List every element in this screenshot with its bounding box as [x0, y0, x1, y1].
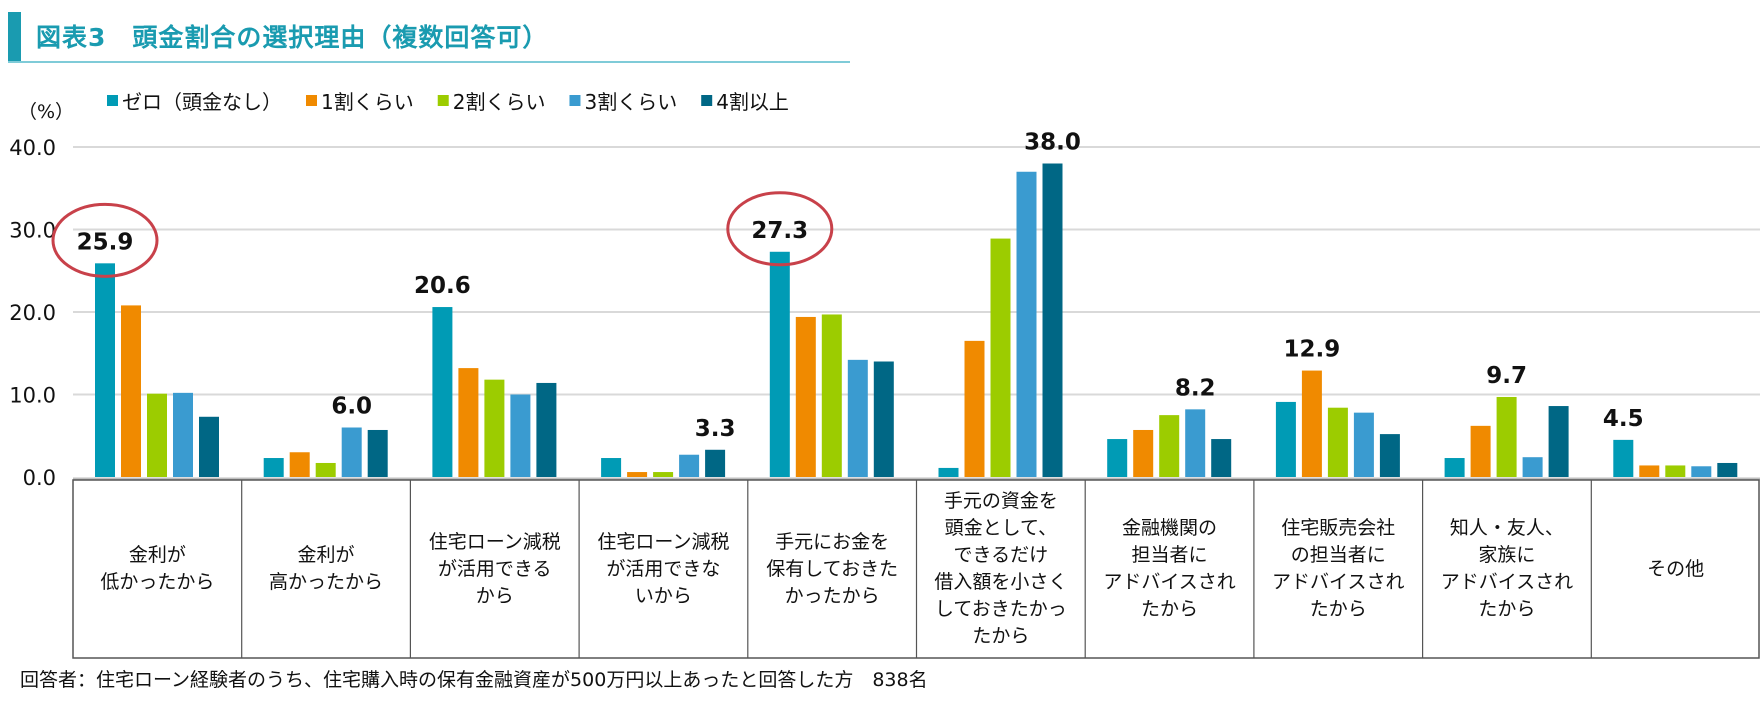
bar — [653, 472, 674, 477]
category-label: その他 — [1647, 557, 1705, 580]
bar — [1275, 401, 1296, 477]
bar — [1717, 462, 1738, 477]
data-label: 8.2 — [1175, 375, 1216, 401]
bar — [1107, 439, 1128, 477]
bar — [1379, 434, 1400, 477]
legend-label: 2割くらい — [453, 90, 546, 114]
y-tick-label: 40.0 — [9, 136, 56, 160]
bar — [627, 472, 648, 477]
data-label: 20.6 — [414, 273, 471, 299]
bar — [1133, 429, 1154, 477]
bar — [769, 251, 790, 477]
y-axis-label: （%） — [18, 101, 74, 123]
bar — [147, 393, 167, 477]
bar — [1016, 171, 1037, 477]
y-tick-label: 10.0 — [9, 384, 56, 408]
legend-swatch — [437, 95, 449, 106]
bar — [1185, 409, 1206, 477]
data-label: 3.3 — [695, 416, 736, 442]
bar — [510, 394, 531, 477]
footnote: 回答者：住宅ローン経験者のうち、住宅購入時の保有金融資産が500万円以上あったと… — [20, 669, 928, 691]
legend-swatch — [701, 95, 713, 106]
bar — [289, 452, 310, 477]
legend-swatch — [569, 95, 581, 106]
page-title: 図表3 頭金割合の選択理由（複数回答可） — [36, 23, 549, 52]
bar — [1353, 412, 1374, 477]
legend-label: 4割以上 — [716, 90, 789, 114]
bar — [1470, 425, 1491, 477]
data-label: 12.9 — [1284, 337, 1341, 363]
bar — [1444, 458, 1465, 477]
bar — [173, 392, 193, 477]
legend-label: ゼロ（頭金なし） — [122, 90, 282, 114]
bar — [536, 382, 557, 477]
bar — [795, 316, 816, 477]
category-label: 住宅販売会社 の担当者に アドバイスされ たから — [1272, 517, 1405, 620]
bar — [121, 305, 141, 477]
bar — [601, 458, 622, 477]
bar — [199, 416, 219, 477]
data-label: 25.9 — [77, 229, 134, 255]
data-label: 38.0 — [1024, 130, 1081, 156]
data-label: 4.5 — [1603, 406, 1644, 432]
bar — [1522, 457, 1543, 477]
highlight-circle — [51, 202, 159, 278]
legend-label: 3割くらい — [584, 90, 677, 114]
y-tick-label: 30.0 — [9, 219, 56, 243]
bar — [847, 359, 868, 477]
category-label: 知人・友人、 家族に アドバイスされ たから — [1440, 517, 1574, 620]
bar — [679, 454, 700, 477]
category-label: 金融機関の 担当者に アドバイスされ たから — [1103, 517, 1236, 620]
highlight-circle — [726, 191, 834, 267]
bar — [1211, 439, 1232, 477]
bar — [821, 314, 842, 477]
data-label: 27.3 — [751, 218, 808, 244]
bar — [990, 238, 1011, 477]
bar — [1691, 466, 1712, 477]
y-tick-label: 20.0 — [9, 301, 56, 325]
bar — [484, 379, 505, 477]
title-underline — [8, 61, 850, 63]
bar — [95, 263, 115, 477]
legend-swatch — [107, 95, 118, 106]
bar — [705, 449, 726, 477]
bar — [1665, 465, 1686, 477]
bar — [458, 368, 479, 477]
bar — [1301, 370, 1322, 477]
bar — [1639, 465, 1660, 477]
bar — [341, 427, 362, 477]
bar — [1613, 439, 1634, 477]
bar — [432, 307, 453, 477]
category-label: 手元にお金を 保有しておきた かったから — [766, 530, 899, 607]
data-label: 6.0 — [331, 394, 372, 420]
bar — [263, 458, 284, 477]
bar — [873, 361, 894, 477]
title-accent-bar — [8, 12, 21, 62]
data-label: 9.7 — [1486, 363, 1527, 389]
bar — [315, 462, 336, 477]
bar — [1159, 415, 1180, 477]
bar — [1327, 407, 1348, 477]
bar — [964, 340, 985, 477]
y-tick-label: 0.0 — [23, 466, 56, 490]
bar — [1496, 396, 1517, 477]
bar — [1042, 163, 1063, 477]
category-label: 手元の資金を 頭金として、 できるだけ 借入額を小さく しておきたかっ たから — [934, 490, 1068, 647]
bar — [938, 467, 959, 477]
category-label: 金利が 高かったから — [269, 544, 384, 593]
category-label: 金利が 低かったから — [100, 544, 215, 593]
category-label: 住宅ローン減税 が活用できる から — [428, 530, 561, 607]
legend-label: 1割くらい — [321, 90, 414, 114]
bar — [1548, 406, 1569, 477]
category-label: 住宅ローン減税 が活用できな いから — [597, 530, 730, 607]
legend-swatch — [306, 95, 317, 106]
bar — [367, 429, 388, 477]
